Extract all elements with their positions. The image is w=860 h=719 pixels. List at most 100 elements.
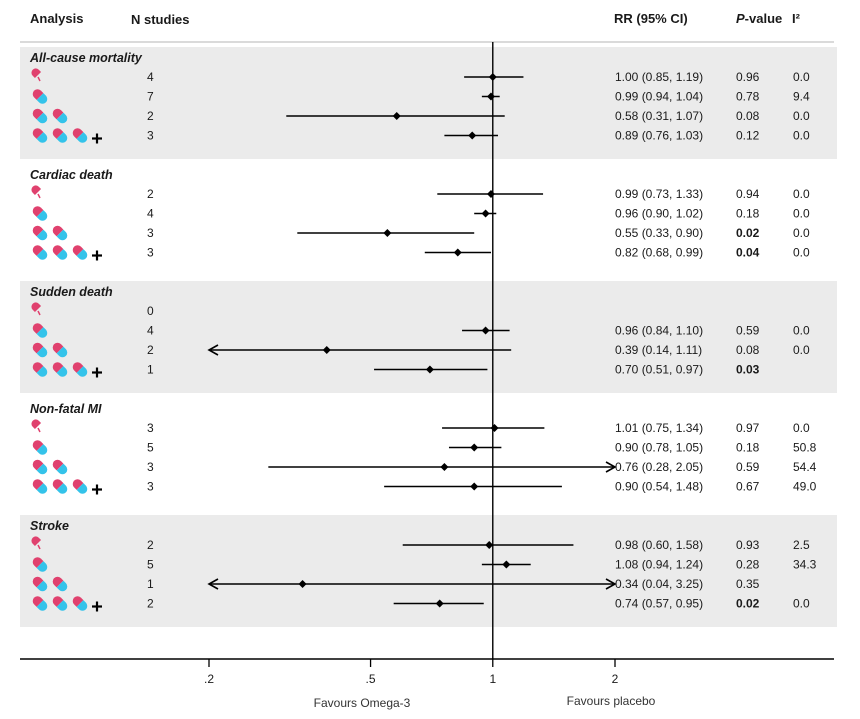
ci-arrow-left [207, 344, 219, 356]
i2-value: 0.0 [793, 129, 810, 143]
group-0: All-cause mortality 4 1.00 (0.85, 1.19) 0.9… [29, 51, 810, 144]
p-value: 0.02 [736, 226, 760, 240]
header-p-value: P-value [736, 11, 782, 26]
one-pill-icon [31, 185, 42, 199]
plus-icon [92, 484, 102, 495]
group-title: Stroke [30, 519, 69, 533]
three-pills-icon [32, 576, 68, 592]
group-band [20, 47, 837, 159]
p-value: 0.94 [736, 187, 760, 201]
three-pills-icon [32, 459, 68, 475]
one-pill-icon [31, 302, 42, 316]
x-tick-label: 1 [489, 672, 496, 686]
table-row: 4 1.00 (0.85, 1.19) 0.96 0.0 [31, 68, 810, 84]
n-studies-value: 2 [147, 109, 154, 123]
table-row: 3 0.55 (0.33, 0.90) 0.02 0.0 [32, 225, 810, 241]
p-value: 0.03 [736, 363, 760, 377]
n-studies-value: 2 [147, 597, 154, 611]
two-pills-icon [32, 557, 48, 572]
capsule-2 [72, 479, 88, 494]
point-estimate [298, 580, 307, 588]
p-value: 0.35 [736, 577, 760, 591]
point-estimate [440, 463, 449, 471]
capsule-1 [52, 225, 68, 241]
x-tick-label: .5 [366, 672, 376, 686]
x-tick-label: .2 [204, 672, 214, 686]
four-pills-plus-icon [32, 596, 102, 612]
n-studies-value: 0 [147, 304, 154, 318]
group-2: Sudden death 0 4 0.96 (0.84, 1.10) 0.59 0.0 2 0… [30, 285, 810, 378]
rr-value: 0.34 (0.04, 3.25) [615, 577, 703, 591]
table-row: 4 0.96 (0.84, 1.10) 0.59 0.0 [32, 323, 810, 338]
rr-value: 0.98 (0.60, 1.58) [615, 538, 703, 552]
x-label-right: Favours placebo [567, 694, 656, 708]
rr-value: 0.74 (0.57, 0.95) [615, 597, 703, 611]
capsule-0 [32, 206, 48, 221]
rr-value: 1.08 (0.94, 1.24) [615, 558, 703, 572]
point-estimate [383, 229, 392, 237]
point-estimate [453, 248, 462, 257]
capsule-2 [72, 596, 88, 611]
n-studies-value: 1 [147, 363, 154, 377]
n-studies-value: 3 [147, 246, 154, 260]
n-studies-value: 5 [147, 558, 154, 572]
table-row: 3 0.76 (0.28, 2.05) 0.59 54.4 [32, 459, 817, 475]
i2-value: 0.0 [793, 207, 810, 221]
capsule-1 [52, 342, 68, 358]
point-estimate [481, 209, 490, 218]
one-pill-icon [31, 68, 42, 82]
i2-value: 0.0 [793, 421, 810, 435]
capsule-1 [52, 576, 68, 592]
rr-value: 0.96 (0.90, 1.02) [615, 207, 703, 221]
capsule-0 [32, 225, 48, 241]
table-row: 0 [31, 302, 154, 318]
group-title: Sudden death [30, 285, 113, 299]
rr-value: 1.00 (0.85, 1.19) [615, 70, 703, 84]
capsule-0 [32, 459, 48, 475]
capsule-0 [32, 557, 48, 572]
p-value: 0.59 [736, 324, 760, 338]
point-estimate [425, 365, 434, 374]
point-estimate [470, 482, 479, 491]
table-row: 5 0.90 (0.78, 1.05) 0.18 50.8 [32, 440, 817, 455]
plus-icon [92, 133, 102, 144]
i2-value: 54.4 [793, 460, 817, 474]
x-tick-label: 2 [612, 672, 619, 686]
three-pills-icon [32, 108, 68, 124]
header-p-rest: -value [745, 11, 783, 26]
rr-value: 0.70 (0.51, 0.97) [615, 363, 703, 377]
two-pills-icon [32, 206, 48, 221]
four-pills-plus-icon [32, 479, 102, 495]
capsule-0 [32, 440, 48, 455]
i2-value: 0.0 [793, 187, 810, 201]
group-4: Stroke 2 0.98 (0.60, 1.58) 0.93 2.5 5 1.08 (0.… [30, 519, 817, 612]
n-studies-value: 3 [147, 129, 154, 143]
rr-value: 0.90 (0.78, 1.05) [615, 441, 703, 455]
header-i2: I² [792, 11, 801, 26]
half-capsule-icon [31, 68, 42, 79]
p-value: 0.18 [736, 441, 760, 455]
n-studies-value: 2 [147, 187, 154, 201]
table-row: 2 0.74 (0.57, 0.95) 0.02 0.0 [32, 596, 810, 612]
n-studies-value: 4 [147, 207, 154, 221]
i2-value: 0.0 [793, 324, 810, 338]
ci-arrow-right [605, 461, 617, 473]
half-capsule-icon [31, 302, 42, 313]
point-estimate [485, 541, 494, 549]
capsule-0 [32, 362, 48, 377]
header-p-italic: P [736, 11, 745, 26]
p-value: 0.97 [736, 421, 760, 435]
point-estimate [470, 443, 479, 452]
p-value: 0.78 [736, 90, 760, 104]
plus-icon [92, 367, 102, 378]
point-estimate [435, 599, 444, 608]
capsule-1 [52, 479, 68, 494]
point-estimate [322, 346, 331, 354]
capsule-0 [32, 576, 48, 592]
capsule-1 [52, 596, 68, 611]
i2-value: 9.4 [793, 90, 810, 104]
capsule-0 [32, 245, 48, 260]
i2-value: 0.0 [793, 109, 810, 123]
i2-value: 34.3 [793, 558, 817, 572]
